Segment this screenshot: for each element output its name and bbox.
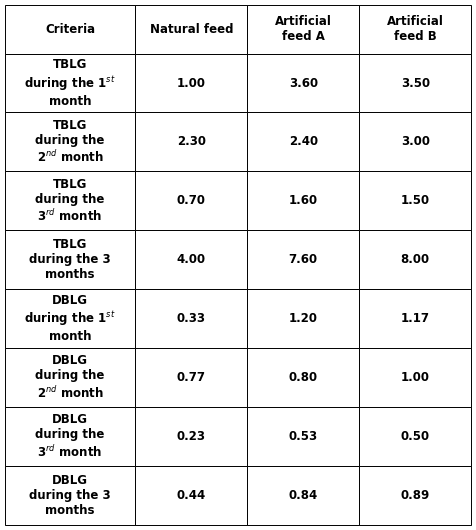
Bar <box>248 466 359 525</box>
Text: TBLG
during the
3$^{rd}$ month: TBLG during the 3$^{rd}$ month <box>35 178 105 224</box>
Text: 0.33: 0.33 <box>177 312 206 325</box>
Bar <box>135 112 248 171</box>
Bar <box>359 5 471 54</box>
Text: 0.84: 0.84 <box>288 489 318 502</box>
Bar <box>5 348 135 407</box>
Text: 0.89: 0.89 <box>401 489 430 502</box>
Bar <box>135 5 248 54</box>
Bar <box>135 348 248 407</box>
Text: 0.44: 0.44 <box>177 489 206 502</box>
Bar <box>135 230 248 289</box>
Text: 3.00: 3.00 <box>401 136 430 148</box>
Bar <box>248 230 359 289</box>
Bar <box>5 5 135 54</box>
Bar <box>135 171 248 230</box>
Bar <box>5 466 135 525</box>
Text: 0.53: 0.53 <box>289 430 318 443</box>
Bar <box>359 54 471 112</box>
Text: TBLG
during the 1$^{st}$
month: TBLG during the 1$^{st}$ month <box>24 58 116 108</box>
Text: 0.70: 0.70 <box>177 195 206 207</box>
Bar <box>359 289 471 348</box>
Text: 1.20: 1.20 <box>289 312 318 325</box>
Text: 8.00: 8.00 <box>401 253 430 266</box>
Text: DBLG
during the
2$^{nd}$ month: DBLG during the 2$^{nd}$ month <box>35 354 105 401</box>
Text: 0.80: 0.80 <box>289 371 318 384</box>
Bar <box>5 407 135 466</box>
Text: Natural feed: Natural feed <box>149 23 233 36</box>
Bar <box>5 171 135 230</box>
Text: 1.17: 1.17 <box>401 312 430 325</box>
Bar <box>359 112 471 171</box>
Bar <box>5 112 135 171</box>
Text: Artificial
feed B: Artificial feed B <box>387 15 444 43</box>
Text: 3.60: 3.60 <box>289 76 318 90</box>
Text: 1.50: 1.50 <box>401 195 430 207</box>
Text: TBLG
during the 3
months: TBLG during the 3 months <box>29 238 111 281</box>
Bar <box>359 348 471 407</box>
Bar <box>359 466 471 525</box>
Text: DBLG
during the 1$^{st}$
month: DBLG during the 1$^{st}$ month <box>24 294 116 343</box>
Text: DBLG
during the
3$^{rd}$ month: DBLG during the 3$^{rd}$ month <box>35 413 105 460</box>
Text: DBLG
during the 3
months: DBLG during the 3 months <box>29 474 111 517</box>
Bar <box>5 230 135 289</box>
Bar <box>5 54 135 112</box>
Bar <box>248 54 359 112</box>
Text: 2.30: 2.30 <box>177 136 206 148</box>
Bar <box>248 112 359 171</box>
Text: 1.00: 1.00 <box>177 76 206 90</box>
Bar <box>135 54 248 112</box>
Bar <box>5 289 135 348</box>
Bar <box>359 171 471 230</box>
Text: 1.00: 1.00 <box>401 371 430 384</box>
Bar <box>135 466 248 525</box>
Text: 0.77: 0.77 <box>177 371 206 384</box>
Bar <box>248 289 359 348</box>
Bar <box>248 171 359 230</box>
Bar <box>135 289 248 348</box>
Bar <box>359 407 471 466</box>
Bar <box>248 348 359 407</box>
Text: 3.50: 3.50 <box>401 76 430 90</box>
Text: 2.40: 2.40 <box>289 136 318 148</box>
Text: 4.00: 4.00 <box>177 253 206 266</box>
Text: 0.50: 0.50 <box>401 430 430 443</box>
Text: 1.60: 1.60 <box>289 195 318 207</box>
Text: 7.60: 7.60 <box>289 253 318 266</box>
Bar <box>248 5 359 54</box>
Text: Artificial
feed A: Artificial feed A <box>275 15 332 43</box>
Text: Criteria: Criteria <box>45 23 95 36</box>
Text: TBLG
during the
2$^{nd}$ month: TBLG during the 2$^{nd}$ month <box>35 119 105 165</box>
Bar <box>248 407 359 466</box>
Text: 0.23: 0.23 <box>177 430 206 443</box>
Bar <box>135 407 248 466</box>
Bar <box>359 230 471 289</box>
